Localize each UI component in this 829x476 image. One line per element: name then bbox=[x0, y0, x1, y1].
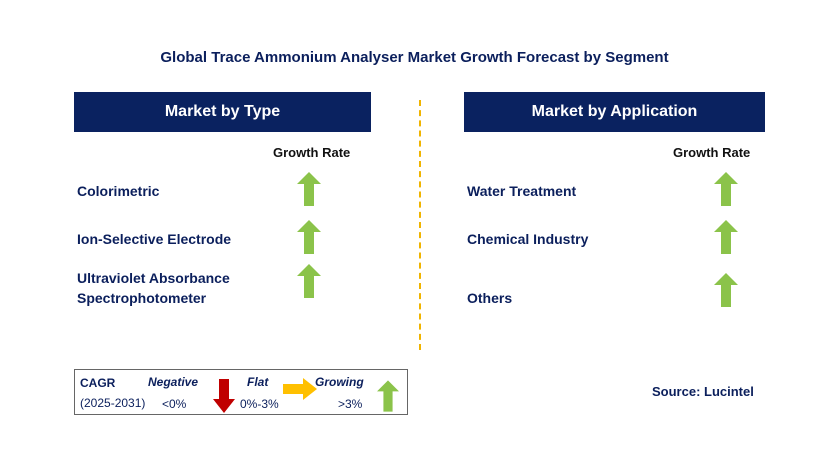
right-arrow-icon bbox=[283, 378, 317, 400]
growth-rate-label-type: Growth Rate bbox=[273, 145, 351, 160]
header-market-by-application: Market by Application bbox=[464, 92, 765, 132]
legend-negative: Negative bbox=[148, 375, 199, 389]
up-arrow-icon bbox=[714, 172, 738, 206]
type-item-colorimetric: Colorimetric bbox=[77, 183, 160, 199]
type-item-uv-absorbance: Ultraviolet Absorbance Spectrophotometer bbox=[77, 268, 230, 308]
application-item-chemical-industry: Chemical Industry bbox=[467, 231, 589, 247]
application-item-others: Others bbox=[467, 290, 513, 306]
legend-flat-range: 0%-3% bbox=[240, 397, 279, 411]
item-line-2: Spectrophotometer bbox=[77, 290, 207, 306]
application-item-water-treatment: Water Treatment bbox=[467, 183, 577, 199]
header-market-by-type: Market by Type bbox=[74, 92, 371, 132]
up-arrow-icon bbox=[297, 172, 321, 206]
item-line-1: Ultraviolet Absorbance bbox=[77, 270, 230, 286]
up-arrow-icon bbox=[377, 380, 399, 412]
up-arrow-icon bbox=[714, 220, 738, 254]
dashed-divider bbox=[419, 100, 421, 350]
cagr-legend: CAGR (2025-2031) Negative <0% Flat 0%-3%… bbox=[74, 369, 408, 415]
source-label: Source: Lucintel bbox=[652, 384, 754, 399]
down-arrow-icon bbox=[213, 379, 235, 413]
page-title: Global Trace Ammonium Analyser Market Gr… bbox=[160, 49, 669, 66]
type-item-ion-selective-electrode: Ion-Selective Electrode bbox=[77, 231, 232, 247]
legend-growing-range: >3% bbox=[338, 397, 363, 411]
legend-period: (2025-2031) bbox=[80, 396, 146, 410]
up-arrow-icon bbox=[297, 264, 321, 298]
legend-flat: Flat bbox=[247, 375, 269, 389]
legend-negative-range: <0% bbox=[162, 397, 187, 411]
legend-growing: Growing bbox=[315, 375, 364, 389]
growth-rate-label-application: Growth Rate bbox=[673, 145, 751, 160]
up-arrow-icon bbox=[714, 273, 738, 307]
legend-cagr: CAGR bbox=[80, 376, 116, 390]
up-arrow-icon bbox=[297, 220, 321, 254]
